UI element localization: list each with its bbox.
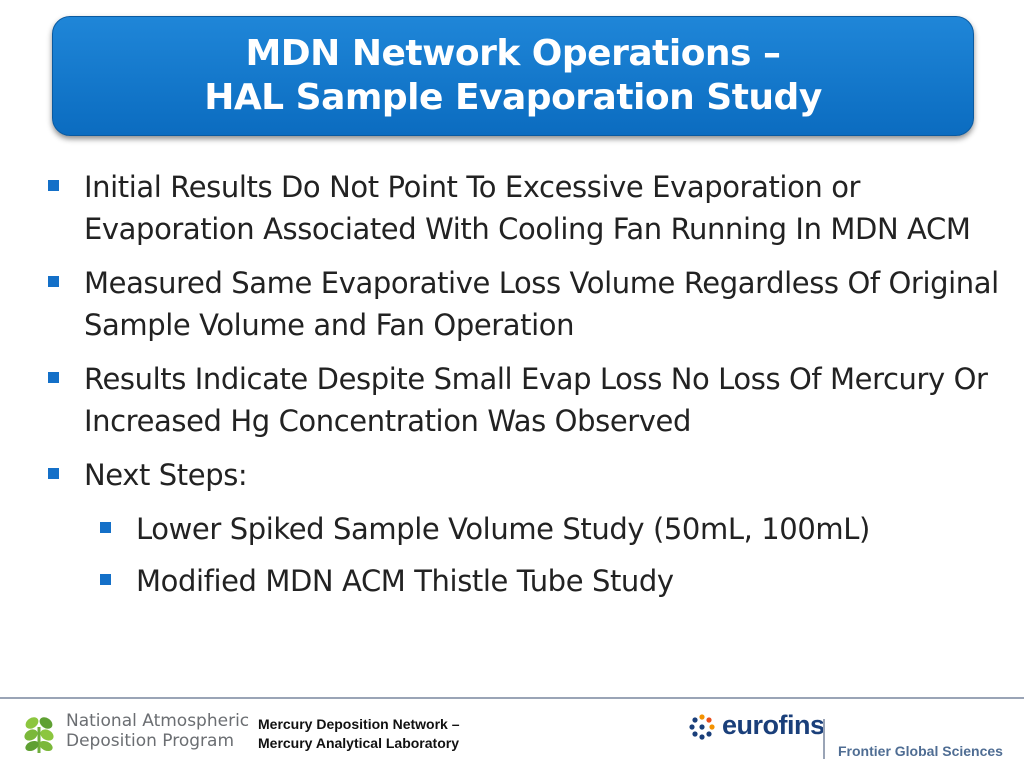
sub-bullet-item: Modified MDN ACM Thistle Tube Study: [48, 560, 1003, 602]
footer-center-line-2: Mercury Analytical Laboratory: [258, 735, 459, 751]
frontier-logo-text: Frontier Global Sciences: [838, 743, 1003, 759]
bullet-text: Initial Results Do Not Point To Excessiv…: [84, 170, 971, 246]
bullet-item: Results Indicate Despite Small Evap Loss…: [48, 358, 1003, 442]
square-bullet-icon: [48, 468, 59, 479]
title-line-1: MDN Network Operations –: [245, 33, 781, 74]
bullet-text: Results Indicate Despite Small Evap Loss…: [84, 362, 988, 438]
bullet-item: Next Steps:: [48, 454, 1003, 496]
title-banner: MDN Network Operations – HAL Sample Evap…: [52, 16, 974, 136]
sub-bullet-item: Lower Spiked Sample Volume Study (50mL, …: [48, 508, 1003, 550]
square-bullet-icon: [100, 522, 111, 533]
bullet-text: Next Steps:: [84, 458, 248, 492]
eurofins-logo-text: eurofins: [722, 710, 825, 740]
bullet-item: Measured Same Evaporative Loss Volume Re…: [48, 262, 1003, 346]
bullet-item: Initial Results Do Not Point To Excessiv…: [48, 166, 1003, 250]
sub-bullet-text: Modified MDN ACM Thistle Tube Study: [136, 564, 674, 598]
bullet-text: Measured Same Evaporative Loss Volume Re…: [84, 266, 999, 342]
nadp-line-2: Deposition Program: [66, 731, 235, 751]
nadp-leaf-logo-icon: [24, 717, 54, 753]
logo-divider: [823, 719, 825, 759]
footer-divider: [0, 697, 1024, 699]
square-bullet-icon: [48, 276, 59, 287]
footer-center-line-1: Mercury Deposition Network –: [258, 716, 460, 732]
square-bullet-icon: [48, 180, 59, 191]
eurofins-dots-logo-icon: [689, 714, 715, 740]
square-bullet-icon: [100, 574, 111, 585]
nadp-line-1: National Atmospheric: [66, 711, 250, 731]
bullet-list: Initial Results Do Not Point To Excessiv…: [48, 166, 1003, 612]
sub-bullet-text: Lower Spiked Sample Volume Study (50mL, …: [136, 512, 870, 546]
title-line-2: HAL Sample Evaporation Study: [204, 77, 822, 118]
footer: National Atmospheric Deposition Program …: [0, 699, 1024, 768]
footer-center-text: Mercury Deposition Network – Mercury Ana…: [258, 715, 460, 753]
square-bullet-icon: [48, 372, 59, 383]
nadp-logo-text: National Atmospheric Deposition Program: [66, 711, 249, 751]
